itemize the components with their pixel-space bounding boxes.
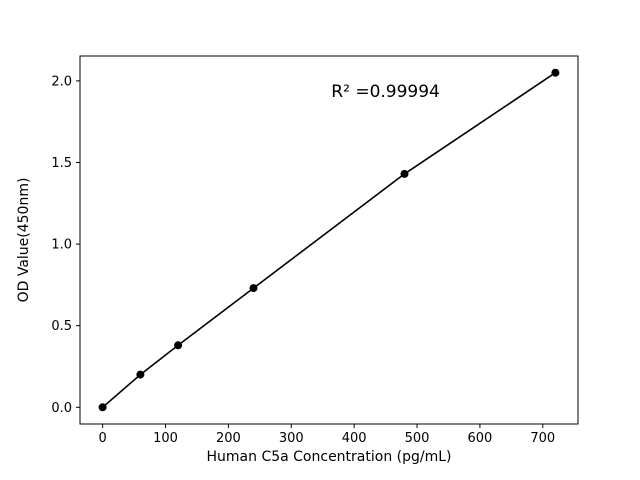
y-tick-label: 0.5 bbox=[51, 319, 72, 334]
standard-curve-line bbox=[102, 72, 556, 408]
data-point-marker bbox=[249, 284, 258, 293]
x-tick-label: 700 bbox=[530, 431, 555, 446]
y-tick-label: 1.5 bbox=[51, 156, 72, 171]
y-axis-label: OD Value(450nm) bbox=[16, 178, 32, 303]
r-squared-annotation: R² =0.99994 bbox=[331, 82, 440, 102]
x-tick-label: 300 bbox=[279, 431, 304, 446]
x-tick-label: 0 bbox=[98, 431, 106, 446]
data-point-marker bbox=[551, 68, 560, 77]
data-point-marker bbox=[400, 169, 409, 178]
x-axis-label: Human C5a Concentration (pg/mL) bbox=[207, 449, 452, 465]
y-tick-label: 0.0 bbox=[51, 401, 72, 416]
x-tick-label: 200 bbox=[216, 431, 241, 446]
data-point-marker bbox=[136, 370, 145, 379]
y-tick-label: 2.0 bbox=[51, 74, 72, 89]
plot-frame bbox=[79, 55, 579, 425]
y-tick-label: 1.0 bbox=[51, 238, 72, 253]
x-tick-label: 600 bbox=[467, 431, 492, 446]
data-point-marker bbox=[174, 341, 183, 350]
x-tick-label: 100 bbox=[153, 431, 178, 446]
data-point-marker bbox=[98, 403, 107, 412]
x-tick-label: 400 bbox=[342, 431, 367, 446]
x-tick-label: 500 bbox=[405, 431, 430, 446]
